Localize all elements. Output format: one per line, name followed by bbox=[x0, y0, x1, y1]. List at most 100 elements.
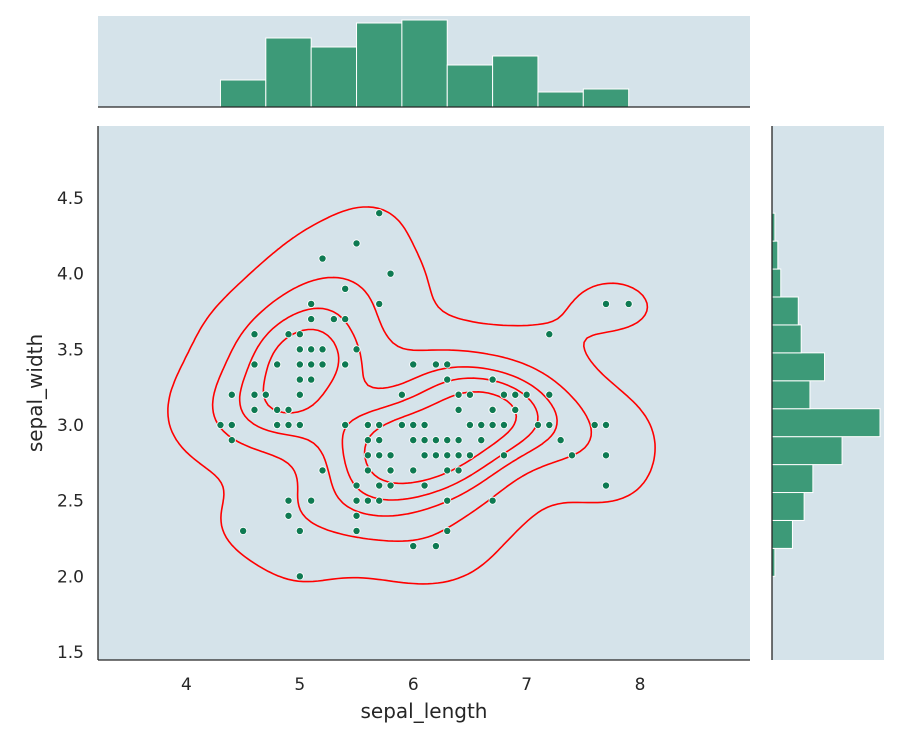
histogram-bar bbox=[771, 408, 881, 438]
data-point bbox=[227, 421, 236, 430]
histogram-bar bbox=[771, 492, 805, 521]
data-point bbox=[420, 421, 429, 430]
data-point bbox=[375, 209, 384, 218]
x-tick-label: 8 bbox=[635, 675, 646, 695]
data-point bbox=[352, 511, 361, 520]
data-point bbox=[375, 496, 384, 505]
data-point bbox=[601, 481, 610, 490]
y-tick-labels: 1.5 2.0 2.5 3.0 3.5 4.0 4.5 bbox=[57, 189, 84, 663]
histogram-bar bbox=[771, 324, 802, 354]
data-point bbox=[533, 421, 542, 430]
data-point bbox=[465, 390, 474, 399]
data-point bbox=[409, 542, 418, 551]
data-point bbox=[295, 526, 304, 535]
kde-contour-line bbox=[238, 307, 558, 517]
histogram-bar bbox=[771, 464, 814, 494]
y-axis-label: sepal_width bbox=[23, 334, 47, 452]
data-point bbox=[318, 254, 327, 263]
x-tick-label: 6 bbox=[408, 675, 419, 695]
data-point bbox=[295, 572, 304, 581]
data-point bbox=[227, 436, 236, 445]
data-point bbox=[454, 390, 463, 399]
data-point bbox=[375, 299, 384, 308]
data-point bbox=[295, 421, 304, 430]
data-point bbox=[624, 299, 633, 308]
data-point bbox=[465, 451, 474, 460]
data-point bbox=[307, 345, 316, 354]
kde-contour-line bbox=[167, 206, 656, 585]
data-point bbox=[284, 496, 293, 505]
data-point bbox=[363, 436, 372, 445]
data-point bbox=[363, 421, 372, 430]
data-point bbox=[273, 360, 282, 369]
x-tick-label: 5 bbox=[294, 675, 305, 695]
data-point bbox=[239, 526, 248, 535]
data-point bbox=[363, 496, 372, 505]
data-point bbox=[420, 436, 429, 445]
data-point bbox=[307, 375, 316, 384]
data-point bbox=[352, 239, 361, 248]
data-point bbox=[250, 405, 259, 414]
data-point bbox=[409, 421, 418, 430]
data-point bbox=[511, 390, 520, 399]
data-point bbox=[522, 390, 531, 399]
histogram-bar bbox=[771, 352, 826, 382]
data-point bbox=[341, 360, 350, 369]
top-histogram bbox=[219, 19, 630, 108]
data-point bbox=[307, 496, 316, 505]
histogram-bar bbox=[771, 436, 843, 466]
data-point bbox=[318, 360, 327, 369]
y-tick-label: 2.0 bbox=[57, 567, 84, 587]
data-point bbox=[341, 421, 350, 430]
data-point bbox=[443, 496, 452, 505]
data-point bbox=[443, 466, 452, 475]
data-point bbox=[273, 421, 282, 430]
data-point bbox=[386, 466, 395, 475]
data-point bbox=[454, 405, 463, 414]
data-point bbox=[363, 451, 372, 460]
data-point bbox=[295, 330, 304, 339]
data-point bbox=[431, 436, 440, 445]
histogram-bar bbox=[356, 22, 403, 108]
scatter-points bbox=[216, 209, 633, 581]
data-point bbox=[375, 451, 384, 460]
data-point bbox=[511, 405, 520, 414]
histogram-bar bbox=[219, 79, 267, 108]
data-point bbox=[250, 360, 259, 369]
data-point bbox=[431, 451, 440, 460]
data-point bbox=[363, 466, 372, 475]
data-point bbox=[386, 481, 395, 490]
data-point bbox=[295, 360, 304, 369]
histogram-bar bbox=[310, 46, 358, 108]
y-tick-label: 1.5 bbox=[57, 643, 84, 663]
data-point bbox=[499, 390, 508, 399]
data-point bbox=[375, 436, 384, 445]
data-point bbox=[284, 330, 293, 339]
data-point bbox=[443, 360, 452, 369]
data-point bbox=[307, 315, 316, 324]
data-point bbox=[477, 436, 486, 445]
data-point bbox=[499, 421, 508, 430]
histogram-bar bbox=[492, 55, 539, 108]
data-point bbox=[386, 451, 395, 460]
data-point bbox=[488, 405, 497, 414]
histogram-bar bbox=[582, 88, 630, 108]
y-tick-label: 4.5 bbox=[57, 189, 84, 209]
data-point bbox=[329, 315, 338, 324]
data-point bbox=[409, 466, 418, 475]
data-point bbox=[397, 390, 406, 399]
data-point bbox=[341, 315, 350, 324]
data-point bbox=[409, 360, 418, 369]
right-histogram bbox=[771, 212, 881, 577]
data-point bbox=[352, 345, 361, 354]
data-point bbox=[443, 375, 452, 384]
data-point bbox=[227, 390, 236, 399]
y-tick-label: 4.0 bbox=[57, 265, 84, 285]
data-point bbox=[318, 466, 327, 475]
data-point bbox=[545, 390, 554, 399]
data-point bbox=[454, 451, 463, 460]
data-point bbox=[601, 421, 610, 430]
data-point bbox=[295, 345, 304, 354]
data-point bbox=[545, 421, 554, 430]
